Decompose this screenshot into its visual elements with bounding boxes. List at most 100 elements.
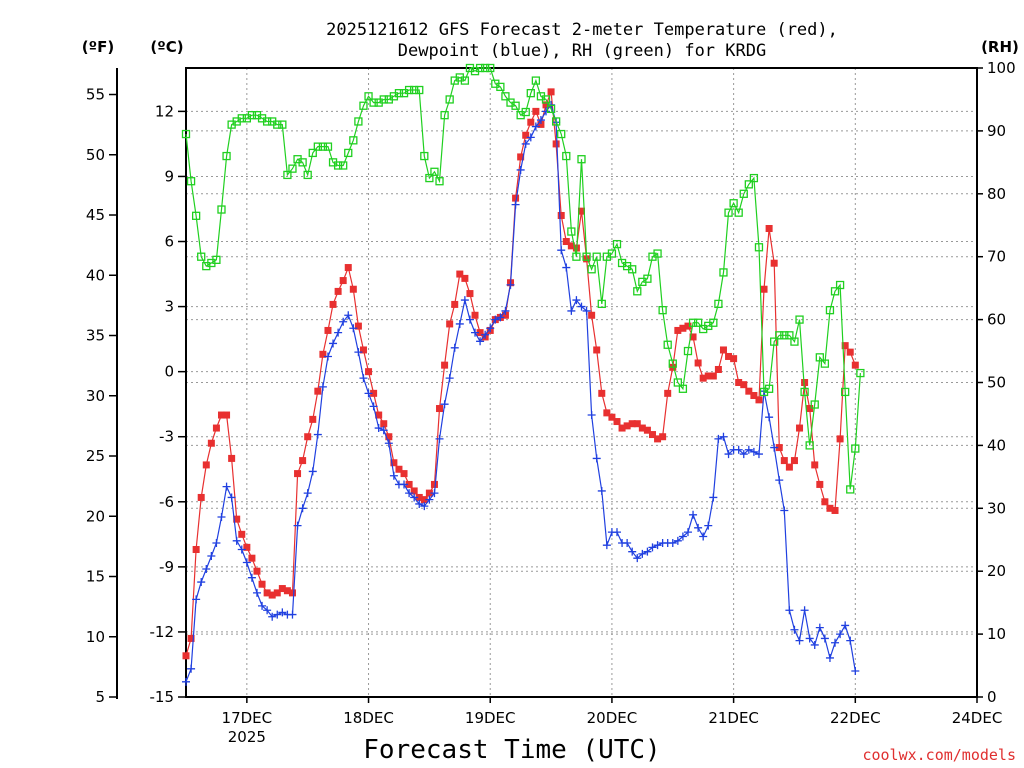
temperature-point-47 <box>420 496 428 504</box>
dewpoint-point-120 <box>790 625 799 634</box>
temperature-point-29 <box>329 300 337 308</box>
temperature-point-51 <box>441 361 449 369</box>
dewpoint-point-51 <box>440 400 449 409</box>
temperature-point-104 <box>709 372 717 380</box>
rh-point-76 <box>567 227 576 236</box>
rh-point-117 <box>775 331 784 340</box>
dewpoint-point-113 <box>754 450 763 459</box>
dewpoint-point-34 <box>354 348 363 357</box>
temperature-point-79 <box>583 255 591 263</box>
rh-point-6 <box>212 255 221 264</box>
dewpoint-point-67 <box>521 139 530 148</box>
dewpoint-point-132 <box>851 666 860 675</box>
temperature-point-84 <box>608 413 616 421</box>
temperature-point-105 <box>714 365 722 373</box>
dewpoint-point-96 <box>668 539 677 548</box>
rh-point-23 <box>298 158 307 167</box>
dewpoint-point-48 <box>425 495 434 504</box>
x-tick-sublabel-0: 2025 <box>228 728 266 746</box>
temperature-point-115 <box>765 225 773 233</box>
dewpoint-point-87 <box>623 539 632 548</box>
rh-point-59 <box>481 63 490 73</box>
unit-label-fahrenheit: (ºF) <box>82 38 114 56</box>
temperature-point-6 <box>212 424 220 432</box>
rh-tick-label-10: 100 <box>987 59 1016 77</box>
rh-point-72 <box>546 104 556 114</box>
dewpoint-point-33 <box>349 324 358 333</box>
temperature-point-44 <box>405 480 413 488</box>
temperature-point-126 <box>821 498 829 506</box>
rh-tick-label-0: 0 <box>987 688 997 706</box>
dewpoint-point-32 <box>344 311 353 320</box>
c-tick-label-7: 6 <box>164 233 174 251</box>
temperature-point-86 <box>618 424 626 432</box>
dewpoint-point-7 <box>217 512 226 521</box>
temperature-point-102 <box>699 374 707 382</box>
rh-point-113 <box>754 243 764 252</box>
temperature-point-3 <box>197 493 205 501</box>
rh-point-2 <box>191 211 201 220</box>
rh-point-48 <box>425 173 434 183</box>
temperature-point-39 <box>380 420 388 428</box>
temperature-point-82 <box>598 389 606 397</box>
rh-point-122 <box>800 387 809 397</box>
dewpoint-point-100 <box>689 510 698 519</box>
dewpoint-point-88 <box>628 547 637 556</box>
rh-point-127 <box>825 306 835 315</box>
temperature-point-70 <box>537 120 545 128</box>
rh-point-133 <box>856 368 865 378</box>
dewpoint-point-39 <box>379 426 388 435</box>
temperature-point-42 <box>395 465 403 473</box>
dewpoint-point-82 <box>597 486 606 495</box>
temperature-point-107 <box>725 352 733 360</box>
dewpoint-point-14 <box>252 588 261 597</box>
rh-point-121 <box>795 315 804 324</box>
f-tick-label-1: 10 <box>86 628 105 646</box>
dewpoint-point-12 <box>242 558 251 567</box>
rh-point-112 <box>749 173 759 183</box>
dewpoint-point-45 <box>410 493 419 502</box>
temperature-point-99 <box>684 322 692 330</box>
dewpoint-point-81 <box>592 454 601 463</box>
dewpoint-point-40 <box>384 439 393 448</box>
rh-point-46 <box>415 85 424 95</box>
temperature-point-21 <box>288 589 296 597</box>
dewpoint-point-107 <box>724 450 733 459</box>
temperature-point-50 <box>436 405 444 413</box>
dewpoint-point-21 <box>288 610 297 619</box>
dewpoint-point-110 <box>739 450 748 459</box>
temperature-point-87 <box>623 422 631 430</box>
temperature-point-101 <box>694 359 702 367</box>
rh-point-116 <box>770 337 779 346</box>
c-tick-label-5: 0 <box>164 363 174 381</box>
dewpoint-point-117 <box>775 476 784 485</box>
temperature-point-45 <box>410 487 418 495</box>
rh-tick-label-2: 20 <box>987 562 1006 580</box>
rh-point-100 <box>688 318 698 327</box>
dewpoint-point-89 <box>633 554 642 563</box>
temperature-point-20 <box>283 587 291 595</box>
c-tick-label-8: 9 <box>164 167 174 185</box>
temperature-point-90 <box>638 424 646 432</box>
unit-label-celsius: (ºC) <box>150 38 183 56</box>
rh-point-8 <box>222 151 231 161</box>
dewpoint-point-61 <box>491 315 500 324</box>
f-tick-label-0: 5 <box>95 688 105 706</box>
dewpoint-point-19 <box>278 608 287 617</box>
temperature-point-93 <box>654 435 662 443</box>
rh-point-78 <box>577 155 586 164</box>
dewpoint-point-78 <box>577 302 586 311</box>
dewpoint-point-121 <box>795 636 804 645</box>
x-tick-label-2: 19DEC <box>465 709 516 727</box>
rh-point-52 <box>445 95 454 104</box>
dewpoint-point-119 <box>785 606 794 615</box>
rh-point-50 <box>435 177 444 186</box>
temperature-point-124 <box>811 461 819 469</box>
temperature-point-94 <box>659 433 667 441</box>
c-tick-label-4: -3 <box>159 428 174 446</box>
f-tick-label-9: 50 <box>86 146 105 164</box>
rh-point-24 <box>303 170 312 180</box>
temperature-point-131 <box>846 348 854 356</box>
rh-point-95 <box>663 340 672 349</box>
